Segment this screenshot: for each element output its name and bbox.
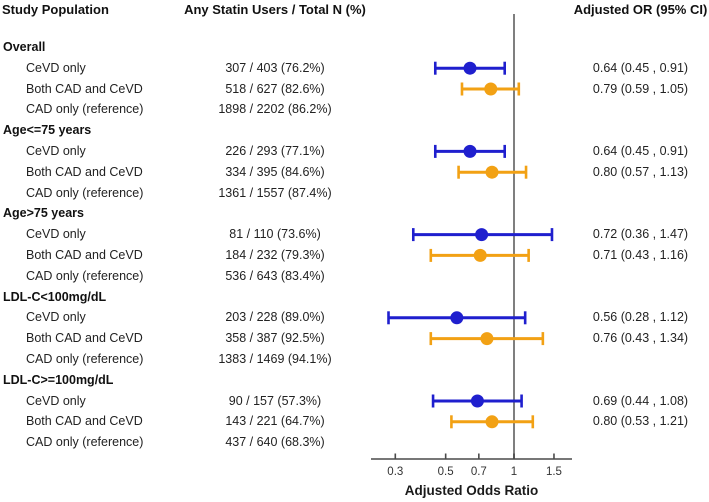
study-row: Both CAD and CeVD 518 / 627 (82.6%) 0.79 (… [0,79,709,100]
row-stats: 1383 / 1469 (94.1%) [218,351,332,366]
row-stats: 1898 / 2202 (86.2%) [218,102,332,117]
col-header-plot-spacer [370,2,572,17]
study-row: CeVD only 203 / 228 (89.0%) 0.56 (0.28 , 1… [0,307,709,328]
row-stats: 536 / 643 (83.4%) [225,268,325,283]
row-label: CeVD only [26,143,86,158]
x-axis-title: Adjusted Odds Ratio [405,483,539,498]
group-label: Age<=75 years [3,123,92,138]
row-stats: 203 / 228 (89.0%) [225,310,325,325]
row-stats: 358 / 387 (92.5%) [225,331,325,346]
x-tick-label: 1 [511,466,517,478]
x-tick-label: 0.7 [471,466,487,478]
row-or-text: 0.80 (0.53 , 1.21) [592,414,689,429]
row-label: CeVD only [26,227,86,242]
study-row: Both CAD and CeVD 143 / 221 (64.7%) 0.80 (… [0,411,709,432]
row-label: CAD only (reference) [26,268,144,283]
group-row: Age<=75 years [0,120,709,141]
row-or-text [572,99,709,120]
row-label: CAD only (reference) [26,102,144,117]
x-tick-label: 0.3 [387,466,403,478]
row-or-text: 0.64 (0.45 , 0.91) [592,60,689,75]
row-stats: 81 / 110 (73.6%) [229,227,321,242]
col-header-study-population: Study Population [2,2,109,17]
row-stats: 437 / 640 (68.3%) [225,435,325,450]
x-tick-label: 0.5 [438,466,454,478]
col-header-adjusted-or: Adjusted OR (95% CI) [573,2,708,17]
group-row: Age>75 years [0,203,709,224]
study-row: CeVD only 90 / 157 (57.3%) 0.69 (0.44 , 1.… [0,391,709,412]
row-stats: 1361 / 1557 (87.4%) [218,185,332,200]
group-label: Overall [3,40,46,54]
row-stats: 334 / 395 (84.6%) [225,164,325,179]
row-stats: 307 / 403 (76.2%) [225,60,325,75]
study-row: CeVD only 307 / 403 (76.2%) 0.64 (0.45 , 0… [0,58,709,79]
row-label: Both CAD and CeVD [26,164,143,179]
study-row: Both CAD and CeVD 184 / 232 (79.3%) 0.71 (… [0,245,709,266]
row-label: Both CAD and CeVD [26,247,143,262]
row-or-text [572,349,709,370]
column-headers: Study Population Any Statin Users / Tota… [0,2,709,17]
row-label: CeVD only [26,310,86,325]
row-or-text: 0.56 (0.28 , 1.12) [592,310,689,325]
row-or-text: 0.71 (0.43 , 1.16) [592,247,689,262]
row-or-text: 0.79 (0.59 , 1.05) [592,81,689,96]
x-tick-label: 1.5 [546,466,562,478]
row-label: CeVD only [26,60,86,75]
group-row: LDL-C<100mg/dL [0,287,709,308]
study-row: CeVD only 81 / 110 (73.6%) 0.72 (0.36 , 1.… [0,224,709,245]
study-row: CAD only (reference) 536 / 643 (83.4%) [0,266,709,287]
row-stats: 143 / 221 (64.7%) [225,414,325,429]
row-stats: 90 / 157 (57.3%) [228,393,322,408]
row-or-text [572,432,709,453]
study-rows: Overall CeVD only 307 / 403 (76.2%) 0.64 (0… [0,37,709,453]
group-label: LDL-C<100mg/dL [3,289,107,304]
row-or-text: 0.72 (0.36 , 1.47) [592,227,689,242]
row-or-text: 0.64 (0.45 , 0.91) [592,143,689,158]
study-row: Both CAD and CeVD 334 / 395 (84.6%) 0.80 (… [0,162,709,183]
row-or-text: 0.69 (0.44 , 1.08) [592,393,689,408]
row-stats: 226 / 293 (77.1%) [225,143,325,158]
row-or-text: 0.80 (0.57 , 1.13) [592,164,689,179]
col-header-statin-users: Any Statin Users / Total N (%) [184,2,366,17]
group-row: LDL-C>=100mg/dL [0,370,709,391]
row-label: Both CAD and CeVD [26,331,143,346]
row-or-text [572,183,709,204]
row-or-text [572,266,709,287]
row-label: CAD only (reference) [26,435,144,450]
row-label: CAD only (reference) [26,185,144,200]
study-row: CAD only (reference) 1361 / 1557 (87.4%) [0,183,709,204]
study-row: CAD only (reference) 1383 / 1469 (94.1%) [0,349,709,370]
row-stats: 184 / 232 (79.3%) [225,247,325,262]
study-row: CeVD only 226 / 293 (77.1%) 0.64 (0.45 , 0… [0,141,709,162]
row-label: CAD only (reference) [26,351,144,366]
group-label: LDL-C>=100mg/dL [3,372,114,387]
row-or-text: 0.76 (0.43 , 1.34) [592,331,689,346]
group-label: Age>75 years [3,206,84,221]
group-row: Overall [0,37,709,58]
study-row: CAD only (reference) 437 / 640 (68.3%) [0,432,709,453]
row-label: Both CAD and CeVD [26,81,143,96]
row-label: CeVD only [26,393,86,408]
row-label: Both CAD and CeVD [26,414,143,429]
row-stats: 518 / 627 (82.6%) [225,81,325,96]
study-row: Both CAD and CeVD 358 / 387 (92.5%) 0.76 (… [0,328,709,349]
study-row: CAD only (reference) 1898 / 2202 (86.2%) [0,99,709,120]
